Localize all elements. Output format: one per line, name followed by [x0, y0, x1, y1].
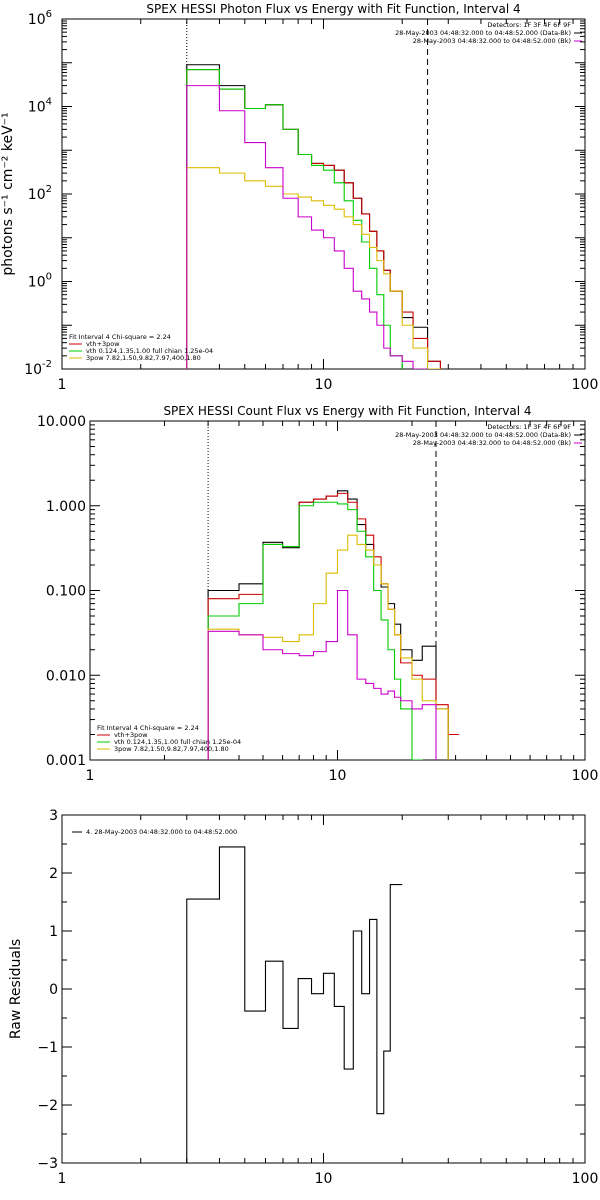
legend-entry: 3pow 7.82,1.50,9.82,7.97,400,1.80 [86, 354, 201, 362]
series-vth [186, 68, 403, 369]
series-bk [207, 589, 437, 760]
y-tick-label: 1 [49, 924, 58, 940]
x-tick-label: 1 [58, 1171, 67, 1187]
series-3pow [207, 534, 449, 760]
legend-entry: 4. 28-May-2003 04:48:32.000 to 04:48:52.… [86, 828, 237, 836]
chart-title: SPEX HESSI Photon Flux vs Energy with Fi… [146, 2, 520, 16]
series-data-bk [207, 490, 460, 760]
y-tick-label: −1 [37, 1040, 58, 1056]
x-tick-label: 1 [58, 377, 67, 393]
y-tick-base: 10 [28, 100, 46, 116]
legend-entry: 28-May-2003 04:48:32.000 to 04:48:52.000… [413, 37, 571, 45]
x-tick-label: 10 [329, 768, 347, 784]
y-axis-label: photons s⁻¹ cm⁻² keV⁻¹ [0, 112, 16, 275]
series-vth-3pow [186, 68, 441, 369]
x-tick-label: 10 [315, 1171, 333, 1187]
plot-area [186, 846, 403, 1163]
y-axis-label: Raw Residuals [8, 939, 24, 1039]
y-tick-label: 1.000 [46, 499, 86, 515]
series-vth [207, 501, 423, 760]
y-tick-label: −2 [37, 1098, 58, 1114]
y-tick-base: 10 [28, 187, 46, 203]
series-vth-3pow [207, 492, 460, 760]
legend-entry: Fit Interval 4 Chi-square = 2.24 [97, 724, 199, 732]
y-tick-base: 10 [28, 275, 46, 291]
y-tick-label: 106 [28, 9, 52, 28]
series-4-28-may-2003-04-48-32-000-to-04-48-52-000 [186, 846, 403, 1163]
series-data-bk [186, 64, 441, 369]
y-tick-exponent: 4 [46, 97, 52, 108]
y-tick-label: 104 [28, 97, 52, 116]
y-tick-label: 0.010 [46, 668, 86, 684]
y-tick-exponent: 6 [46, 9, 52, 20]
legend-entry: 3pow 7.82,1.50,9.82,7.97,400,1.80 [114, 745, 229, 753]
y-tick-label: 10.000 [37, 414, 86, 430]
x-tick-label: 1 [86, 768, 95, 784]
y-tick-base: 10 [28, 12, 46, 28]
chart-title: SPEX HESSI Count Flux vs Energy with Fit… [163, 404, 531, 418]
y-tick-label: 100 [28, 272, 52, 291]
legend-entry: vth+3pow [114, 731, 148, 739]
legend-entry: Detectors: 1F 3F 4F 6F 9F [487, 423, 571, 431]
y-tick-label: 0.001 [46, 753, 86, 769]
chart-panel-2: SPEX HESSI Count Flux vs Energy with Fit… [37, 404, 599, 784]
plot-area [186, 64, 441, 369]
y-tick-label: 3 [49, 808, 58, 824]
y-tick-label: 0.100 [46, 584, 86, 600]
chart-panel-1: SPEX HESSI Photon Flux vs Energy with Fi… [0, 2, 599, 393]
y-tick-base: 10 [24, 362, 42, 378]
series-3pow [186, 167, 441, 369]
y-tick-exponent: 0 [46, 272, 52, 283]
legend-entry: 28-May-2003 04:48:32.000 to 04:48:52.000… [395, 29, 571, 37]
y-tick-label: 0 [49, 982, 58, 998]
y-tick-label: 2 [49, 866, 58, 882]
legend-entry: Detectors: 1F 3F 4F 6F 9F [487, 21, 571, 29]
plot-frame [61, 18, 586, 370]
x-tick-label: 100 [572, 1171, 599, 1187]
legend-entry: vth 0.124,1.35,1.00 full chian 1.25e-04 [114, 738, 241, 746]
legend-entry: vth+3pow [86, 340, 120, 348]
x-tick-label: 100 [572, 768, 599, 784]
legend-entry: 28-May-2003 04:48:32.000 to 04:48:52.000… [395, 431, 571, 439]
y-tick-exponent: -2 [42, 359, 52, 370]
legend-entry: vth 0.124,1.35,1.00 full chian 1.25e-04 [86, 347, 213, 355]
chart-panel-3: 1 10 100 −3 −2 −1 0 1 2 3 Raw Residuals 4. 28-May-2… [8, 808, 598, 1187]
legend-entry: 28-May-2003 04:48:32.000 to 04:48:52.000… [413, 439, 571, 447]
plot-area [207, 490, 460, 760]
legend-entry: Fit Interval 4 Chi-square = 2.24 [69, 333, 171, 341]
y-tick-label: −3 [37, 1156, 58, 1172]
x-tick-label: 100 [572, 377, 599, 393]
series-bk [186, 85, 429, 369]
y-tick-label: 102 [28, 184, 52, 203]
y-tick-label: 10-2 [24, 359, 52, 378]
y-tick-exponent: 2 [46, 184, 52, 195]
x-tick-label: 10 [315, 377, 333, 393]
